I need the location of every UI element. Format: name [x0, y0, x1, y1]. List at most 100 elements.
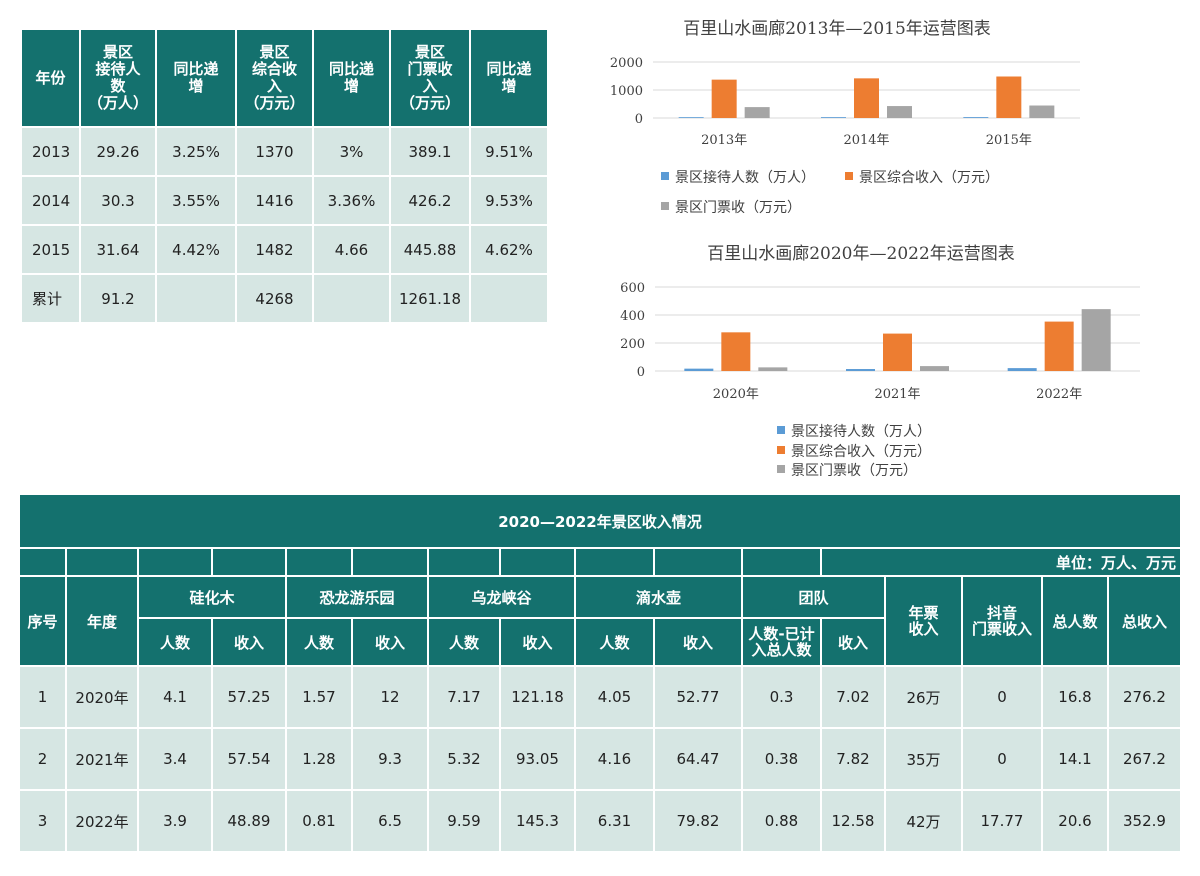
table-cell: 1482: [235, 224, 314, 275]
chart-2013-2015: 百里山水画廊2013年—2015年运营图表 0 1000 2000 2013年 2014年…: [575, 10, 1195, 225]
col-header-growth: 同比递 增: [312, 28, 391, 128]
table-cell: 7.82: [820, 727, 886, 791]
legend-label: 景区门票收（万元）: [791, 463, 917, 479]
chart-2020-2022: 百里山水画廊2020年—2022年运营图表 0 200 400 600 2020年 2021…: [575, 236, 1195, 482]
table-cell: 3.9: [137, 789, 213, 853]
table-cell: 1.28: [285, 727, 353, 791]
sub-header-income: 收入: [499, 617, 576, 667]
table-cell: 4268: [235, 273, 314, 324]
bar-3: [920, 366, 949, 371]
x-tick-label: 2021年: [874, 387, 920, 402]
table-cell: 17.77: [961, 789, 1043, 853]
legend-swatch: [777, 465, 785, 473]
sub-header-people: 人数: [574, 617, 655, 667]
table-cell: 26万: [884, 665, 963, 729]
table-cell: 0.81: [285, 789, 353, 853]
chart-title: 百里山水画廊2020年—2022年运营图表: [707, 244, 1015, 264]
group-header-konglong: 恐龙游乐园: [285, 575, 429, 619]
bar-2: [883, 333, 912, 371]
y-tick-label: 600: [620, 281, 645, 296]
table-row: 2 2021年 3.4 57.54 1.28 9.3 5.32 93.05 4.16 64.47 0…: [18, 727, 1182, 791]
table-cell: 4.62%: [469, 224, 549, 275]
table-cell: 2: [18, 727, 67, 791]
y-tick-label: 2000: [610, 56, 643, 71]
sub-header-people: 人数: [427, 617, 501, 667]
table2-sub-header-row: 人数 收入 人数 收入 人数 收入 人数 收入 人数-已计 入总人数 收入: [19, 617, 1181, 667]
table-cell: 0.88: [741, 789, 822, 853]
table-cell: 14.1: [1041, 727, 1109, 791]
table-cell: 6.31: [574, 789, 655, 853]
chart-2013-2015-svg: 百里山水画廊2013年—2015年运营图表 0 1000 2000 2013年 2014年…: [610, 19, 1080, 216]
bar-3: [1081, 309, 1111, 371]
legend-label: 景区综合收入（万元）: [859, 170, 999, 186]
table-cell: 3: [18, 789, 67, 853]
legend-swatch: [661, 202, 669, 210]
bar-1: [821, 117, 846, 118]
table-cell: 35万: [884, 727, 963, 791]
table-cell: 48.89: [211, 789, 287, 853]
bar-2: [711, 79, 737, 118]
legend-label: 景区门票收（万元）: [675, 200, 801, 216]
table-cell: 16.8: [1041, 665, 1109, 729]
table2-title: 2020—2022年景区收入情况: [18, 493, 1182, 549]
table1-header-row: 年份 景区 接待人 数 （万人） 同比递 增 景区 综合收 入 （万元） 同比递…: [20, 28, 549, 128]
table-cell: [469, 273, 549, 324]
y-tick-label: 0: [637, 365, 645, 380]
table2-unit: 单位：万人、万元: [820, 547, 1182, 577]
col-header-growth: 同比递 增: [469, 28, 549, 128]
table-cell: 1416: [235, 175, 314, 226]
legend-swatch: [661, 172, 669, 180]
sub-header-income: 收入: [653, 617, 743, 667]
bar-3: [887, 106, 912, 118]
table-cell: 42万: [884, 789, 963, 853]
table-cell: 93.05: [499, 727, 576, 791]
table-cell: 0.3: [741, 665, 822, 729]
x-tick-label: 2020年: [713, 387, 759, 402]
table-cell: [312, 273, 391, 324]
bar-3: [1029, 105, 1055, 118]
col-header-year: 年份: [20, 28, 81, 128]
table-cell: 7.02: [820, 665, 886, 729]
table-cell: 1: [18, 665, 67, 729]
operations-table-2013-2015: 年份 景区 接待人 数 （万人） 同比递 增 景区 综合收 入 （万元） 同比递…: [20, 28, 549, 324]
sub-header-income: 收入: [211, 617, 287, 667]
table-cell: 3.4: [137, 727, 213, 791]
x-tick-label: 2014年: [843, 133, 889, 148]
table-cell: 267.2: [1107, 727, 1182, 791]
income-table-2020-2022: 2020—2022年景区收入情况 单位：万人、万元 序号 年度 硅化木 恐龙游乐…: [18, 493, 1182, 853]
table-cell: 0.38: [741, 727, 822, 791]
legend-swatch: [777, 426, 785, 434]
table-row: 2014 30.3 3.55% 1416 3.36% 426.2 9.53%: [20, 175, 549, 226]
x-tick-label: 2022年: [1036, 387, 1082, 402]
col-header-seq: 序号: [18, 575, 67, 667]
col-header-growth: 同比递 增: [155, 28, 237, 128]
table-row: 1 2020年 4.1 57.25 1.57 12 7.17 121.18 4.05 52.77 0…: [18, 665, 1182, 729]
sub-header-team-people: 人数-已计 入总人数: [741, 617, 822, 667]
col-header-annual-ticket: 年票 收入: [884, 575, 963, 667]
legend-label: 景区接待人数（万人）: [791, 423, 931, 440]
col-header-year: 年度: [65, 575, 139, 667]
table-cell: 1261.18: [389, 273, 471, 324]
table-cell: 352.9: [1107, 789, 1182, 853]
table-cell: 30.3: [79, 175, 157, 226]
legend-swatch: [777, 446, 785, 454]
table-cell: 9.53%: [469, 175, 549, 226]
col-header-visitors: 景区 接待人 数 （万人）: [79, 28, 157, 128]
table-cell: 9.59: [427, 789, 501, 853]
table-cell: 445.88: [389, 224, 471, 275]
table-row: 3 2022年 3.9 48.89 0.81 6.5 9.59 145.3 6.31 79.82 0…: [18, 789, 1182, 853]
table2-spacer-row: 单位：万人、万元: [18, 547, 1182, 577]
bar-3: [744, 107, 770, 118]
table-cell: 121.18: [499, 665, 576, 729]
table-row: 累计 91.2 4268 1261.18: [20, 273, 549, 324]
table-cell: 79.82: [653, 789, 743, 853]
table-cell: 9.51%: [469, 126, 549, 177]
table-row: 2013 29.26 3.25% 1370 3% 389.1 9.51%: [20, 126, 549, 177]
table-cell: 3.55%: [155, 175, 237, 226]
table2-group-header-row: 序号 年度 硅化木 恐龙游乐园 乌龙峡谷 滴水壶 团队 年票 收入 抖音 门票收…: [18, 575, 1182, 667]
table-cell: 276.2: [1107, 665, 1182, 729]
table-cell: [155, 273, 237, 324]
table-cell: 2014: [20, 175, 81, 226]
table-cell: 2015: [20, 224, 81, 275]
bar-1: [678, 117, 704, 118]
